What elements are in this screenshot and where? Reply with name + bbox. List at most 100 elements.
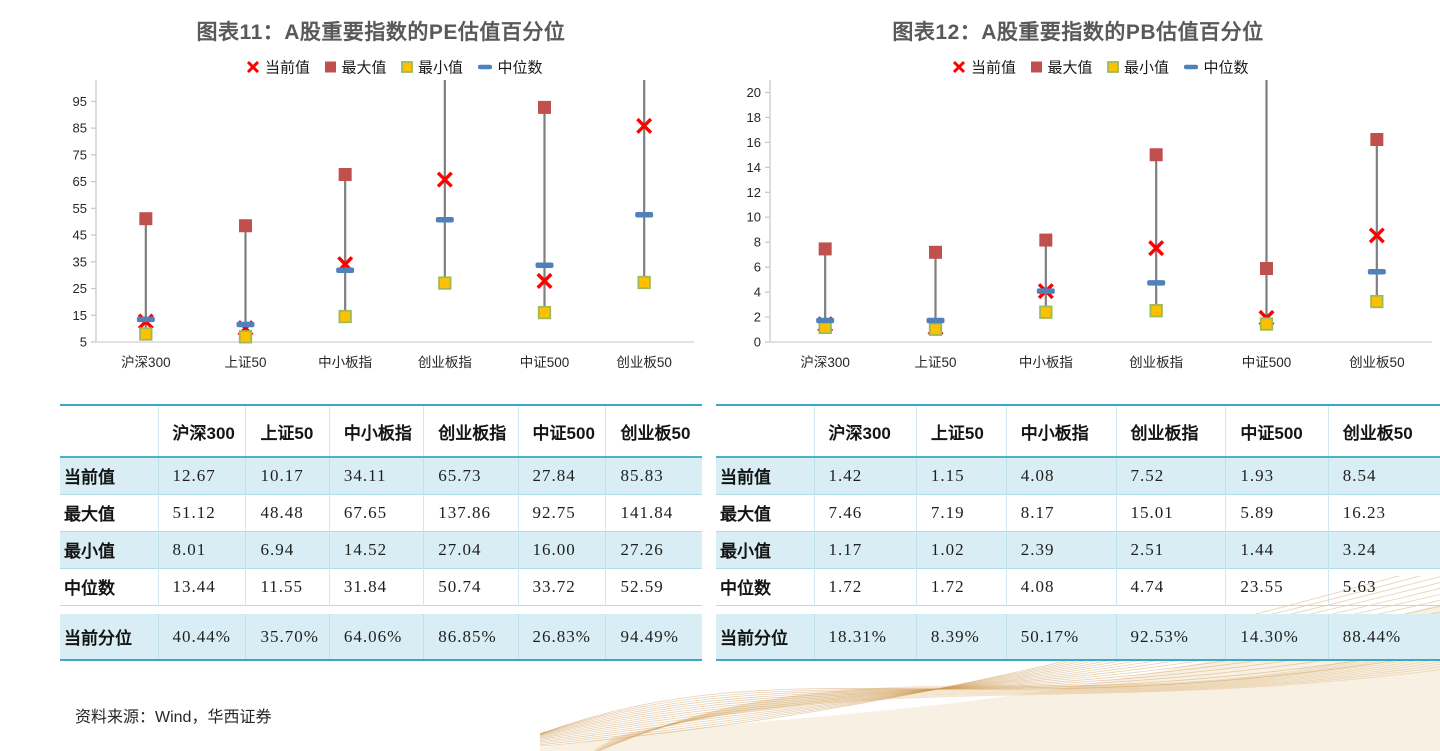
point-square-marker xyxy=(139,327,153,341)
legend-label: 当前值 xyxy=(971,60,1016,77)
row-label: 当前分位 xyxy=(64,629,132,648)
point-dash-marker xyxy=(535,262,554,268)
column-header: 创业板50 xyxy=(1327,405,1440,457)
y-axis-tick-label: 8 xyxy=(754,235,761,250)
legend-square-marker xyxy=(325,61,336,73)
point-dash-marker xyxy=(336,267,355,273)
y-axis-tick-label: 65 xyxy=(73,174,87,189)
x-axis-category-label: 中小板指 xyxy=(1019,355,1073,370)
table-cell: 65.73 xyxy=(423,457,519,494)
point-square-marker xyxy=(1149,304,1163,318)
decorative-wave-line xyxy=(603,661,1440,745)
point-square-marker xyxy=(537,305,552,320)
y-axis-tick-label: 16 xyxy=(747,135,761,150)
table-cell: 4.08 xyxy=(1005,568,1117,605)
point-square-marker xyxy=(1039,233,1053,247)
table-cell: 26.83% xyxy=(517,614,606,660)
decorative-wave-line xyxy=(600,658,1440,747)
table-cell: 1.72 xyxy=(813,568,917,605)
table-cell: 1.42 xyxy=(813,457,917,494)
table-corner-cell xyxy=(60,405,158,457)
table-cell: 137.86 xyxy=(423,494,519,531)
table-cell: 1.93 xyxy=(1225,457,1329,494)
table-cell: 11.55 xyxy=(245,568,330,605)
x-axis-category-label: 创业板指 xyxy=(418,355,472,370)
y-axis-tick-label: 20 xyxy=(747,85,761,100)
table-cell: 33.72 xyxy=(517,568,606,605)
table-cell: 16.23 xyxy=(1327,494,1440,531)
table-cell: 8.39% xyxy=(915,614,1007,660)
legend-label: 最大值 xyxy=(1048,60,1093,77)
table-spacer-row xyxy=(60,605,702,614)
point-x-marker xyxy=(636,117,653,134)
row-label: 中位数 xyxy=(720,579,771,598)
decorative-wave-line xyxy=(606,663,1440,743)
table-cell: 14.30% xyxy=(1225,614,1329,660)
point-square-marker xyxy=(637,275,651,290)
point-square-marker xyxy=(1039,305,1053,319)
point-square-marker xyxy=(239,219,252,233)
table-row: 当前分位 18.31% 8.39% 50.17% 92.53% 14.30% 88.44% xyxy=(716,614,1440,660)
table-cell: 7.52 xyxy=(1115,457,1226,494)
table-cell: 18.31% xyxy=(813,614,917,660)
legend-square-marker xyxy=(401,61,413,73)
column-header: 上证50 xyxy=(245,405,330,457)
data-source-note: 资料来源：Wind，华西证券 xyxy=(75,709,272,726)
point-square-marker xyxy=(338,168,352,182)
point-square-marker xyxy=(1370,133,1384,147)
table-cell: 5.89 xyxy=(1225,494,1329,531)
table-cell: 8.54 xyxy=(1327,457,1440,494)
table-cell: 141.84 xyxy=(605,494,702,531)
row-label: 当前值 xyxy=(64,468,115,488)
point-square-marker xyxy=(1260,262,1273,276)
table-cell: 48.48 xyxy=(245,494,330,531)
y-axis-tick-label: 35 xyxy=(73,254,87,269)
point-x-marker xyxy=(436,171,453,188)
table-cell: 50.17% xyxy=(1005,614,1117,660)
point-dash-marker xyxy=(1036,288,1055,294)
y-axis-tick-label: 4 xyxy=(754,285,761,300)
point-square-marker xyxy=(818,242,832,256)
table-cell: 6.94 xyxy=(245,531,330,568)
table-cell: 1.72 xyxy=(915,568,1007,605)
table-cell: 40.44% xyxy=(157,614,246,660)
table-cell: 7.46 xyxy=(813,494,917,531)
table-cell: 51.12 xyxy=(157,494,246,531)
decorative-wave-line xyxy=(597,655,1440,749)
legend-x-marker xyxy=(952,60,966,74)
row-label: 最小值 xyxy=(720,542,771,561)
table-cell: 86.85% xyxy=(423,614,519,660)
table-header-row: 沪深300 上证50 中小板指 创业板指 中证500 创业板50 xyxy=(716,405,1440,457)
table-cell: 50.74 xyxy=(423,568,519,605)
pb-chart-title: 图表12：A股重要指数的PB估值百分位 xyxy=(892,21,1264,44)
point-square-marker xyxy=(1259,317,1274,331)
pb-valuation-chart: 0 2 4 6 8 10 12 14 16 18 20 沪深300 上证50 中小板指 创业板指 中证500 创… xyxy=(747,60,1432,370)
pe-valuation-chart: 5 15 25 35 45 55 65 75 85 95 沪深300 上证50 中小板指 创业板指 中证50… xyxy=(73,60,694,370)
table-cell: 1.02 xyxy=(915,531,1007,568)
table-cell: 88.44% xyxy=(1327,614,1440,660)
x-axis-category-label: 中证500 xyxy=(1242,355,1292,370)
legend-label: 中位数 xyxy=(1204,60,1249,77)
decorative-wave-line xyxy=(593,650,1440,751)
legend-label: 最小值 xyxy=(418,60,463,77)
y-axis-tick-label: 5 xyxy=(80,335,87,350)
table-cell: 15.01 xyxy=(1115,494,1226,531)
y-axis-tick-label: 95 xyxy=(73,94,87,109)
table-cell: 12.67 xyxy=(157,457,246,494)
table-cell: 3.24 xyxy=(1327,531,1440,568)
table-spacer-row xyxy=(716,605,1440,614)
legend-square-marker xyxy=(1031,61,1042,73)
x-axis-category-label: 上证50 xyxy=(224,355,266,370)
point-square-marker xyxy=(338,309,352,324)
y-axis-tick-label: 2 xyxy=(754,310,761,325)
table-cell: 10.17 xyxy=(245,457,330,494)
point-x-marker xyxy=(536,272,553,289)
legend-dash-marker xyxy=(1184,64,1198,70)
table-cell: 27.26 xyxy=(605,531,702,568)
y-axis-tick-label: 55 xyxy=(73,201,87,216)
row-label: 最小值 xyxy=(64,542,115,561)
table-row: 中位数 13.44 11.55 31.84 50.74 33.72 52.59 xyxy=(60,568,702,605)
table-cell: 23.55 xyxy=(1225,568,1329,605)
report-figure-area: 图表11：A股重要指数的PE估值百分位 5 15 25 35 45 55 65 75 85 95 沪… xyxy=(60,21,1440,661)
table-cell: 27.84 xyxy=(517,457,606,494)
